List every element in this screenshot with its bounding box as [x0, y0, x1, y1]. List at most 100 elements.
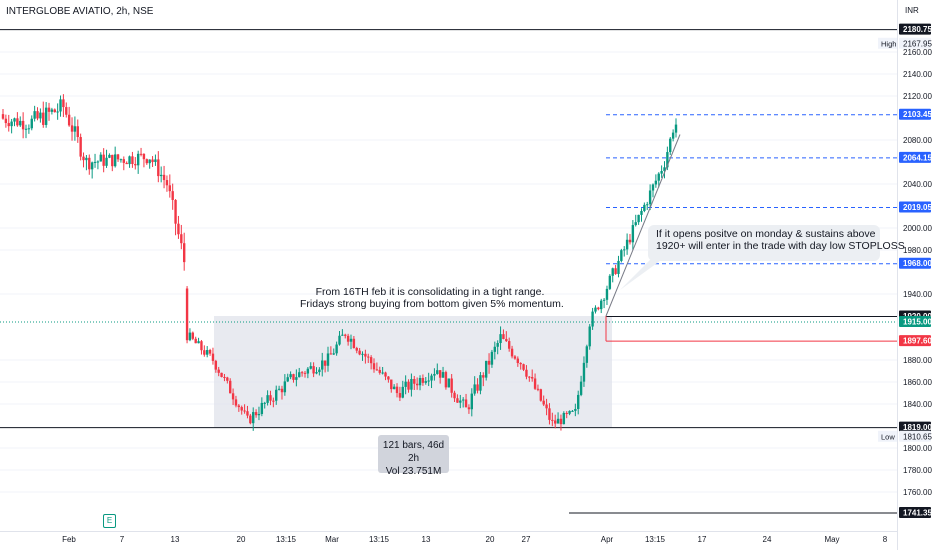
trend-line[interactable]: [605, 134, 681, 317]
candle-body: [591, 311, 594, 327]
candle-body: [404, 381, 407, 387]
candle-body: [50, 109, 54, 112]
candle-body: [487, 360, 491, 365]
callout-pointer: [620, 258, 664, 290]
trade-plan-line: 1920+ will enter in the trade with day l…: [656, 240, 905, 252]
candle-body: [499, 334, 502, 344]
candle-body: [577, 394, 580, 410]
candle-body: [533, 378, 537, 389]
candle-body: [73, 126, 77, 132]
candle-body: [424, 381, 427, 383]
candle-body: [338, 335, 341, 345]
candle-body: [401, 386, 404, 398]
time-tick-label: 17: [698, 535, 707, 544]
price-label-text: 1741.35: [903, 509, 932, 518]
candle-body: [62, 99, 65, 108]
candle-body: [436, 370, 439, 374]
candle-body: [355, 348, 358, 351]
candle-body: [292, 374, 295, 380]
candle-body: [318, 369, 321, 373]
candle-body: [470, 393, 473, 410]
candle-body: [542, 400, 545, 405]
candle-body: [197, 341, 200, 344]
price-tick-label: 2120.00: [903, 92, 932, 101]
trade-plan-callout[interactable]: If it opens positve on monday & sustains…: [648, 225, 905, 261]
candle-body: [456, 398, 459, 403]
price-tick-label: 2160.00: [903, 48, 932, 57]
candle-body: [528, 376, 531, 378]
candle-body: [105, 157, 108, 166]
candle-body: [211, 353, 215, 361]
candle-body: [574, 409, 577, 411]
candle-body: [82, 156, 85, 161]
candle-body: [643, 204, 646, 211]
candle-body: [674, 124, 678, 133]
symbol-title[interactable]: INTERGLOBE AVIATIO, 2h, NSE: [6, 6, 154, 17]
candle-body: [168, 185, 172, 192]
candle-body: [418, 377, 422, 386]
price-tag-bg: [878, 430, 897, 442]
price-label-bg: [899, 335, 931, 347]
candle-body: [588, 326, 591, 347]
candle-body: [53, 109, 56, 113]
price-axis[interactable]: 2160.00 2140.00 2120.00 2080.00 2040.00 2000.…: [903, 48, 932, 497]
candle-body: [90, 162, 94, 170]
time-tick-label: Feb: [62, 535, 76, 544]
candle-body: [482, 375, 485, 378]
candle-body: [666, 152, 669, 168]
price-label-bg: [899, 23, 931, 35]
candle-body: [122, 159, 125, 163]
candle-body: [421, 377, 425, 383]
candle-body: [651, 184, 655, 191]
candle-body: [378, 369, 381, 373]
candle-body: [119, 159, 123, 161]
price-tick-label: 2080.00: [903, 136, 932, 145]
candle-body: [111, 154, 114, 167]
candle-body: [329, 353, 333, 355]
candle-body: [194, 338, 197, 344]
candle-body: [372, 363, 376, 370]
candle-body: [395, 386, 399, 394]
price-tick-label: 1980.00: [903, 246, 932, 255]
candle-body: [39, 112, 42, 119]
candle-body: [571, 410, 574, 412]
candle-body: [413, 378, 416, 384]
range-volume-text: Vol 23.751M: [385, 466, 442, 477]
candle-body: [657, 173, 660, 181]
time-tick-label: 13:15: [369, 535, 390, 544]
price-label-bg: [899, 201, 931, 213]
candle-body: [79, 137, 82, 157]
candle-body: [441, 372, 445, 378]
candle-body: [513, 356, 517, 359]
price-tick-label: 1860.00: [903, 378, 932, 387]
candle-body: [157, 159, 160, 177]
candle-body: [669, 138, 672, 153]
candle-body: [21, 120, 25, 130]
candle-body: [476, 384, 479, 391]
candle-body: [220, 372, 223, 377]
candle-body: [479, 375, 482, 391]
candle-body: [381, 372, 384, 374]
time-tick-label: 8: [883, 535, 888, 544]
time-axis[interactable]: Feb 7 13 20 13:15 Mar 13:15 13 20 27 Apr 13:15 17 24 M…: [62, 535, 888, 544]
candle-body: [671, 132, 675, 139]
candle-body: [125, 162, 128, 165]
candle-body: [148, 159, 151, 164]
candle-body: [525, 369, 528, 377]
candle-body: [516, 358, 520, 364]
candle-body: [214, 360, 218, 370]
candle-body: [240, 407, 243, 411]
candle-body: [358, 350, 361, 355]
candle-body: [352, 338, 356, 349]
candle-body: [473, 384, 476, 394]
earnings-icon[interactable]: E: [103, 514, 116, 528]
candle-body: [136, 153, 140, 166]
candle-body: [88, 157, 91, 170]
candle-body: [562, 412, 566, 425]
consolidation-note[interactable]: From 16TH feb it is consolidating in a t…: [300, 286, 564, 310]
candle-body: [254, 412, 258, 416]
candle-body: [177, 223, 180, 235]
candle-body: [27, 128, 31, 130]
candle-body: [594, 307, 597, 312]
